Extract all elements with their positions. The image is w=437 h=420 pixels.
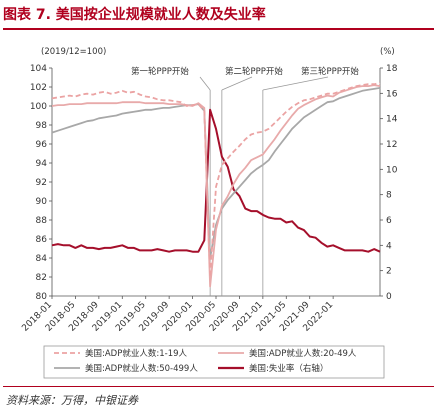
source-note: 资料来源：万得，中银证券 [6,394,138,407]
ppp-annotation-label: 第二轮PPP开始 [225,66,283,77]
ppp-leader-line [199,76,211,91]
series-line-1 [51,84,381,288]
right-y-tick-label: 6 [386,216,392,226]
series-line-2 [51,87,381,259]
legend-label: 美国:ADP就业人数:1-19人 [85,348,188,359]
figure-title: 图表 7. 美国按企业规模就业人数及失业率 [3,7,266,23]
series-line-3 [51,108,381,253]
left-y-tick-label: 88 [36,216,48,226]
legend: 美国:ADP就业人数:1-19人 美国:ADP就业人数:20-49人美国:ADP就… [43,345,385,379]
ppp-annotations: 第一轮PPP开始 第二轮PPP开始 第三轮PPP开始 [131,66,359,296]
left-y-tick-label: 94 [36,159,48,169]
series-line-0 [51,82,381,278]
right-y-tick-label: 14 [386,115,398,125]
left-y-tick-label: 92 [36,178,47,188]
left-y-tick-label: 82 [36,273,47,283]
right-axis-unit-label: (%) [380,47,395,57]
legend-label: 美国:失业率（右轴） [249,363,328,374]
left-y-tick-label: 104 [30,64,47,74]
right-y-tick-label: 2 [386,267,392,277]
right-y-tick-label: 8 [386,191,392,201]
right-y-tick-label: 12 [386,140,397,150]
legend-label: 美国:ADP就业人数:20-49人 [249,348,357,359]
right-y-tick-label: 4 [386,241,392,251]
ppp-leader-line [262,76,329,91]
right-y-tick-label: 10 [386,165,398,175]
left-axis-unit-label: (2019/12=100) [41,47,106,57]
legend-box [43,345,385,379]
right-y-tick-label: 18 [386,64,398,74]
left-y-tick-label: 100 [30,102,47,112]
footer-rule [3,386,434,387]
ppp-annotation-label: 第三轮PPP开始 [301,66,359,77]
left-y-tick-label: 80 [36,292,48,302]
left-y-tick-label: 86 [36,235,48,245]
left-y-tick-label: 98 [36,121,48,131]
left-y-tick-label: 84 [36,254,48,264]
series-lines [51,82,381,288]
title-rule [3,28,434,30]
left-y-tick-label: 102 [30,83,47,93]
ppp-leader-line [221,76,253,91]
legend-label: 美国:ADP就业人数:50-499人 [85,363,198,374]
right-y-tick-label: 16 [386,89,398,99]
ppp-annotation-label: 第一轮PPP开始 [131,66,189,77]
left-y-tick-label: 96 [36,140,48,150]
left-y-tick-label: 90 [36,197,48,207]
right-y-tick-label: 0 [386,292,392,302]
